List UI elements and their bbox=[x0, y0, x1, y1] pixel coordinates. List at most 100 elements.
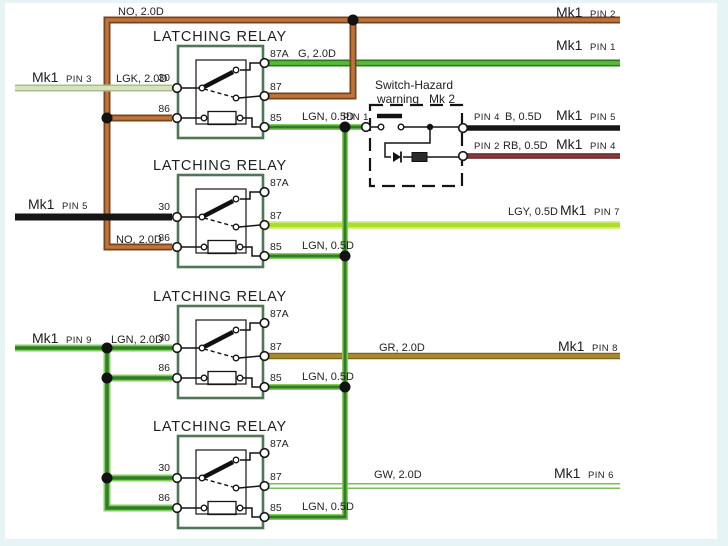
relay4-label-87: 87 bbox=[270, 471, 282, 483]
terminal-87 bbox=[259, 350, 270, 362]
terminal-30 bbox=[171, 472, 183, 484]
terminal-85 bbox=[259, 511, 270, 523]
relay1-label-86: 86 bbox=[158, 103, 170, 115]
relay-lead-87a bbox=[240, 62, 260, 71]
relay-contact-87a bbox=[232, 456, 240, 464]
terminal-85 bbox=[259, 381, 270, 393]
terminal-87a bbox=[259, 317, 270, 329]
switch-contact-left bbox=[377, 123, 385, 131]
label-mk1-pin7-pin: PIN 7 bbox=[594, 207, 620, 218]
junction-dot bbox=[101, 342, 113, 354]
relay4-label-85: 85 bbox=[270, 502, 282, 514]
label-mk1-pin3-main: Mk1 bbox=[32, 69, 59, 85]
relay-contact-87a bbox=[232, 326, 240, 334]
switch-hazard-title-line2: warning bbox=[376, 92, 419, 106]
terminal-87 bbox=[259, 219, 270, 231]
label-pin4-out: PIN 4 bbox=[474, 112, 500, 123]
label-pin2-out: PIN 2 bbox=[474, 141, 500, 152]
relay-contact-87a bbox=[232, 195, 240, 203]
relay-pivot-contact bbox=[198, 344, 206, 352]
label-mk1-pin1-pin: PIN 1 bbox=[590, 42, 616, 53]
relay-switch-alt-dashed bbox=[203, 348, 234, 358]
label-mk1-pin6-pin: PIN 6 bbox=[588, 470, 614, 481]
label-mk1-pin5l-main: Mk1 bbox=[28, 196, 55, 212]
relay2-label-87: 87 bbox=[270, 210, 282, 222]
junction-dot bbox=[339, 381, 351, 393]
switch-terminal-pin2 bbox=[457, 150, 469, 162]
relay-coil-contact-right bbox=[236, 374, 244, 382]
label-mk1-pin2-main: Mk1 bbox=[556, 4, 583, 20]
junction-dots bbox=[101, 14, 359, 484]
terminal-86 bbox=[171, 241, 183, 253]
label-lgn05-r4: LGN, 0.5D bbox=[302, 501, 354, 513]
terminal-30 bbox=[171, 342, 183, 354]
terminal-86 bbox=[171, 112, 183, 124]
frame-right bbox=[717, 0, 728, 546]
terminal-86 bbox=[171, 372, 183, 384]
label-mk1-pin9-pin: PIN 9 bbox=[66, 335, 92, 346]
relay-contact-87 bbox=[232, 223, 240, 231]
label-gw20: GW, 2.0D bbox=[374, 469, 422, 481]
junction-dot bbox=[101, 112, 113, 124]
switch-hazard-title-line1: Switch-Hazard bbox=[375, 78, 453, 92]
relay2-label-30: 30 bbox=[158, 201, 170, 213]
relay-lead-87a bbox=[240, 322, 260, 331]
relay-lead-87 bbox=[238, 485, 261, 489]
relay1-title: LATCHING RELAY bbox=[153, 29, 287, 45]
switch-hazard-variant: Mk 2 bbox=[429, 92, 455, 106]
junction-dot bbox=[339, 121, 351, 133]
relay3-label-87: 87 bbox=[270, 341, 282, 353]
label-mk1-pin7-main: Mk1 bbox=[560, 202, 587, 218]
relay-switch-blade bbox=[202, 460, 235, 479]
switch-hazard-border bbox=[368, 103, 464, 188]
relay-contact-87 bbox=[232, 94, 240, 102]
label-lgk: LGK, 2.0D bbox=[116, 73, 167, 85]
junction-dot bbox=[339, 250, 351, 262]
label-b05: B, 0.5D bbox=[505, 111, 542, 123]
label-pin1: PIN 1 bbox=[343, 112, 369, 123]
relay-lead-85 bbox=[243, 377, 260, 388]
relay3-title: LATCHING RELAY bbox=[153, 289, 287, 305]
relay-coil bbox=[207, 110, 237, 126]
label-gr20: GR, 2.0D bbox=[379, 342, 425, 354]
frame-bottom bbox=[0, 539, 728, 546]
terminal-85 bbox=[259, 250, 270, 262]
resistor-icon bbox=[411, 152, 428, 162]
diagram-labels: NO, 2.0D Mk1 PIN 2 LATCHING RELAY Mk1 PI… bbox=[28, 4, 620, 514]
relay-switch-blade bbox=[202, 330, 235, 349]
latching-relay-2 bbox=[171, 173, 270, 269]
relay-coil bbox=[207, 370, 237, 386]
label-mk1-pin5r-main: Mk1 bbox=[556, 107, 583, 123]
relay1-label-87a: 87A bbox=[270, 48, 289, 60]
wire-no-brown bbox=[103, 16, 620, 251]
relay-lead-87 bbox=[238, 355, 261, 359]
relay-contact-87a bbox=[232, 66, 240, 74]
relay2-title: LATCHING RELAY bbox=[153, 158, 287, 174]
switch-terminal-pin4 bbox=[457, 122, 469, 134]
relay-pivot-contact bbox=[198, 474, 206, 482]
relay-lead-87 bbox=[238, 224, 261, 228]
terminal-85 bbox=[259, 121, 270, 133]
relay2-label-86: 86 bbox=[158, 232, 170, 244]
junction-dot bbox=[347, 14, 359, 26]
label-lgy05: LGY, 0.5D bbox=[508, 206, 558, 218]
relay-coil-contact-right bbox=[236, 243, 244, 251]
terminal-30 bbox=[171, 211, 183, 223]
frame-top bbox=[0, 0, 728, 3]
relay1-label-85: 85 bbox=[270, 112, 282, 124]
relay-contact-87 bbox=[232, 354, 240, 362]
relay1-label-30: 30 bbox=[158, 72, 170, 84]
relay-pivot-contact bbox=[198, 213, 206, 221]
frame-left bbox=[0, 0, 5, 546]
label-mk1-pin5r-pin: PIN 5 bbox=[590, 112, 616, 123]
relay-coil-contact-left bbox=[200, 374, 208, 382]
relay-switch-alt-dashed bbox=[203, 478, 234, 488]
switch-hazard-box bbox=[360, 103, 469, 188]
junction-dot bbox=[101, 472, 113, 484]
label-no-mid: NO, 2.0D bbox=[116, 234, 162, 246]
latching-relay-4 bbox=[171, 434, 270, 530]
label-lgn20: LGN, 2.0D bbox=[111, 334, 163, 346]
label-lgn05-r1: LGN, 0.5D bbox=[302, 111, 354, 123]
